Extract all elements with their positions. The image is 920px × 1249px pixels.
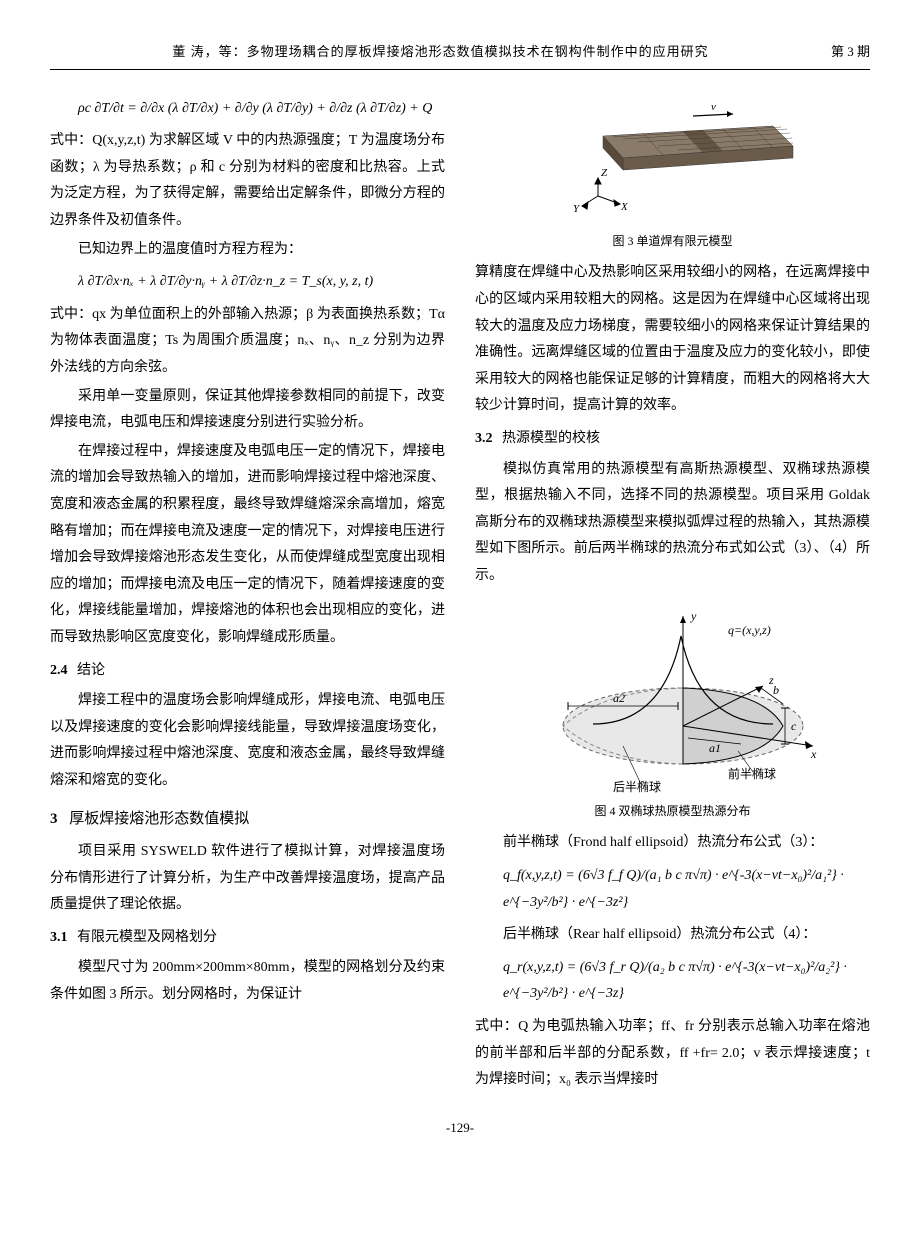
axis-y-label: y (690, 609, 697, 623)
subsection-title: 结论 (77, 663, 105, 678)
header-title: 董 涛，等：多物理场耦合的厚板焊接熔池形态数值模拟技术在钢构件制作中的应用研究 (50, 40, 831, 65)
equation-4: q_r(x,y,z,t) = (6√3 f_r Q)/(a₂ b c π√π) … (475, 955, 870, 1008)
figure-3-caption: 图 3 单道焊有限元模型 (475, 230, 870, 253)
subsection-3-1: 3.1 有限元模型及网格划分 (50, 925, 445, 952)
subsection-title: 有限元模型及网格划分 (77, 930, 217, 945)
page-number: -129- (50, 1116, 870, 1141)
section-title-text: 厚板焊接熔池形态数值模拟 (69, 811, 249, 827)
paragraph: 模型尺寸为 200mm×200mm×80mm，模型的网格划分及约束条件如图 3 … (50, 955, 445, 1008)
equation-heat-pde: ρc ∂T/∂t = ∂/∂x (λ ∂T/∂x) + ∂/∂y (λ ∂T/∂… (50, 96, 445, 123)
a1-label: a1 (709, 741, 721, 755)
axis-x-label: x (810, 747, 817, 761)
figure-3: v X Y Z (475, 96, 870, 226)
axis-label-z: Z (601, 167, 608, 179)
paragraph: 已知边界上的温度值时方程方程为： (50, 237, 445, 264)
axis-label-x: X (620, 201, 629, 213)
subsection-3-2: 3.2 热源模型的校核 (475, 426, 870, 453)
paragraph: 项目采用 SYSWELD 软件进行了模拟计算，对焊接温度场分布情形进行了计算分析… (50, 839, 445, 919)
subsection-title: 热源模型的校核 (502, 431, 600, 446)
c-label: c (791, 719, 797, 733)
right-column: v X Y Z 图 3 单道焊有限元模型 算精度在焊缝中心及热影响区采用较细小的… (475, 90, 870, 1096)
subsection-number: 3.2 (475, 431, 493, 446)
paragraph: 式中：Q(x,y,z,t) 为求解区域 V 中的内热源强度；T 为温度场分布函数… (50, 128, 445, 234)
paragraph: 算精度在焊缝中心及热影响区采用较细小的网格，在远离焊接中心的区域内采用较粗大的网… (475, 260, 870, 420)
paragraph: 后半椭球（Rear half ellipsoid）热流分布公式（4）： (475, 922, 870, 949)
paragraph: 式中：Q 为电弧热输入功率；ff、fr 分别表示总输入功率在熔池的前半部和后半部… (475, 1014, 870, 1094)
header-issue: 第 3 期 (831, 40, 870, 65)
paragraph: 采用单一变量原则，保证其他焊接参数相同的前提下，改变焊接电流，电弧电压和焊接速度… (50, 384, 445, 437)
section-number: 3 (50, 811, 58, 827)
rear-label: 后半椭球 (613, 779, 661, 794)
axis-label-y: Y (573, 203, 581, 215)
q-label: q=(x,y,z) (728, 623, 771, 637)
section-3: 3 厚板焊接熔池形态数值模拟 (50, 805, 445, 834)
axis-label-v: v (711, 101, 716, 113)
double-ellipsoid-diagram: y z x q=(x,y,z) a2 a1 b c 前半椭球 后半椭球 (513, 596, 833, 796)
figure-4-caption: 图 4 双椭球热原模型热源分布 (475, 800, 870, 823)
subsection-number: 2.4 (50, 663, 68, 678)
subsection-2-4: 2.4 结论 (50, 658, 445, 685)
b-label: b (773, 683, 779, 697)
front-label: 前半椭球 (728, 766, 776, 781)
equation-3: q_f(x,y,z,t) = (6√3 f_f Q)/(a₁ b c π√π) … (475, 863, 870, 916)
paragraph: 焊接工程中的温度场会影响焊缝成形，焊接电流、电弧电压以及焊接速度的变化会影响焊接… (50, 688, 445, 794)
two-column-layout: ρc ∂T/∂t = ∂/∂x (λ ∂T/∂x) + ∂/∂y (λ ∂T/∂… (50, 90, 870, 1096)
paragraph: 式中：qx 为单位面积上的外部输入热源；β 为表面换热系数；Tα 为物体表面温度… (50, 302, 445, 382)
paragraph: 模拟仿真常用的热源模型有高斯热源模型、双椭球热源模型，根据热输入不同，选择不同的… (475, 457, 870, 590)
equation-boundary: λ ∂T/∂x·nₓ + λ ∂T/∂y·nᵧ + λ ∂T/∂z·n_z = … (50, 269, 445, 296)
fem-mesh-diagram: v X Y Z (543, 96, 803, 226)
left-column: ρc ∂T/∂t = ∂/∂x (λ ∂T/∂x) + ∂/∂y (λ ∂T/∂… (50, 90, 445, 1096)
paragraph: 在焊接过程中，焊接速度及电弧电压一定的情况下，焊接电流的增加会导致热输入的增加，… (50, 439, 445, 652)
figure-4: y z x q=(x,y,z) a2 a1 b c 前半椭球 后半椭球 (475, 596, 870, 796)
a2-label: a2 (613, 691, 625, 705)
subsection-number: 3.1 (50, 930, 68, 945)
running-header: 董 涛，等：多物理场耦合的厚板焊接熔池形态数值模拟技术在钢构件制作中的应用研究 … (50, 40, 870, 70)
paragraph: 前半椭球（Frond half ellipsoid）热流分布公式（3）： (475, 830, 870, 857)
